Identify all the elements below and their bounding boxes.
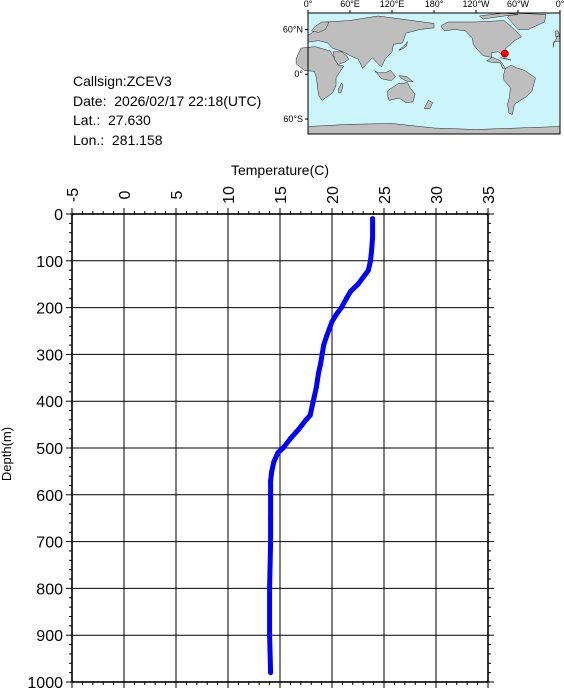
- map-land-17: [500, 57, 512, 61]
- data-point: [287, 436, 293, 442]
- data-point: [268, 478, 274, 484]
- latitude-label: Lat.: 27.630: [73, 112, 151, 128]
- data-point: [370, 234, 376, 240]
- y-tick-label: 600: [36, 488, 63, 505]
- data-point: [269, 468, 275, 474]
- data-point: [338, 305, 344, 311]
- map-land-5: [311, 21, 330, 33]
- map-lon-tick-label: 0°: [304, 0, 313, 9]
- map-land-12: [478, 12, 519, 20]
- map-land-2: [332, 51, 349, 65]
- data-point: [368, 258, 373, 264]
- data-point: [280, 445, 286, 451]
- data-point: [268, 539, 274, 545]
- map-land-6: [387, 82, 416, 103]
- map-lon-tick-label: 60°E: [340, 0, 360, 9]
- data-point: [318, 361, 324, 367]
- map-land-1: [307, 15, 435, 69]
- map-land-15: [337, 82, 344, 94]
- map-land-10: [440, 20, 522, 69]
- x-axis-title: Temperature(C): [231, 162, 329, 178]
- map-lon-tick-label: 120°E: [380, 0, 405, 9]
- map-land-13: [503, 65, 536, 115]
- data-point: [369, 248, 374, 254]
- date-label: Date: 2026/02/17 22:18(UTC): [73, 92, 262, 109]
- data-point: [370, 216, 376, 222]
- y-tick-label: 900: [36, 628, 63, 645]
- data-point: [267, 585, 273, 591]
- map-land-11: [507, 12, 547, 30]
- map-land-8: [398, 75, 414, 83]
- x-tick-label: 0: [117, 190, 134, 199]
- data-point: [348, 288, 354, 294]
- x-tick-label: 30: [429, 186, 446, 204]
- map-lon-tick-label: 0°: [556, 0, 564, 9]
- data-point: [303, 417, 309, 423]
- data-point: [275, 450, 281, 456]
- y-tick-label: 200: [36, 301, 63, 318]
- location-marker: [500, 49, 509, 58]
- x-tick-label: 15: [273, 186, 290, 204]
- map-lon-tick-label: 180°: [425, 0, 444, 9]
- data-point: [355, 281, 361, 287]
- data-point: [329, 319, 335, 325]
- data-point: [324, 333, 330, 339]
- data-point: [307, 412, 313, 418]
- data-point: [333, 312, 339, 318]
- data-point: [296, 426, 302, 432]
- y-tick-label: 400: [36, 394, 63, 411]
- x-tick-label: 10: [221, 186, 238, 204]
- map-lat-tick-label: 60°N: [283, 24, 303, 34]
- data-point: [316, 370, 321, 376]
- temperature-profile-line: [267, 216, 376, 676]
- map-lon-tick-label: 60°W: [507, 0, 530, 9]
- y-tick-label: 1000: [27, 675, 63, 690]
- y-tick-label: 700: [36, 535, 63, 552]
- x-tick-label: 25: [377, 186, 394, 204]
- map-lat-tick-label: 0°: [294, 69, 303, 79]
- data-point: [311, 394, 317, 399]
- x-tick-label: 35: [481, 186, 498, 204]
- map-lat-tick-label: 60°S: [283, 114, 303, 124]
- y-tick-label: 800: [36, 581, 63, 598]
- data-point: [313, 384, 319, 390]
- data-point: [344, 295, 350, 301]
- y-tick-label: 100: [36, 254, 63, 271]
- map-land-7: [374, 70, 396, 81]
- data-point: [268, 670, 274, 676]
- data-point: [268, 515, 274, 521]
- map-land-4: [555, 30, 560, 38]
- data-point: [309, 403, 315, 409]
- data-point: [271, 459, 277, 465]
- callsign-label: Callsign:ZCEV3: [73, 73, 172, 89]
- data-point: [268, 492, 274, 498]
- y-tick-label: 300: [36, 347, 63, 364]
- map-lon-tick-label: 120°W: [462, 0, 490, 9]
- map-land-16: [423, 100, 433, 109]
- x-tick-label: 5: [169, 190, 186, 199]
- y-tick-label: 0: [54, 207, 63, 224]
- x-tick-label: -5: [65, 188, 82, 202]
- x-tick-label: 20: [325, 186, 342, 204]
- data-point: [365, 267, 371, 273]
- data-point: [321, 342, 327, 348]
- map-land-9: [398, 41, 408, 51]
- data-point: [267, 632, 273, 638]
- station-info: Callsign:ZCEV3 Date: 2026/02/17 22:18(UT…: [73, 72, 261, 150]
- longitude-label: Lon.: 281.158: [73, 131, 163, 148]
- y-axis-title: Depth(m): [0, 427, 14, 481]
- y-tick-label: 500: [36, 441, 63, 458]
